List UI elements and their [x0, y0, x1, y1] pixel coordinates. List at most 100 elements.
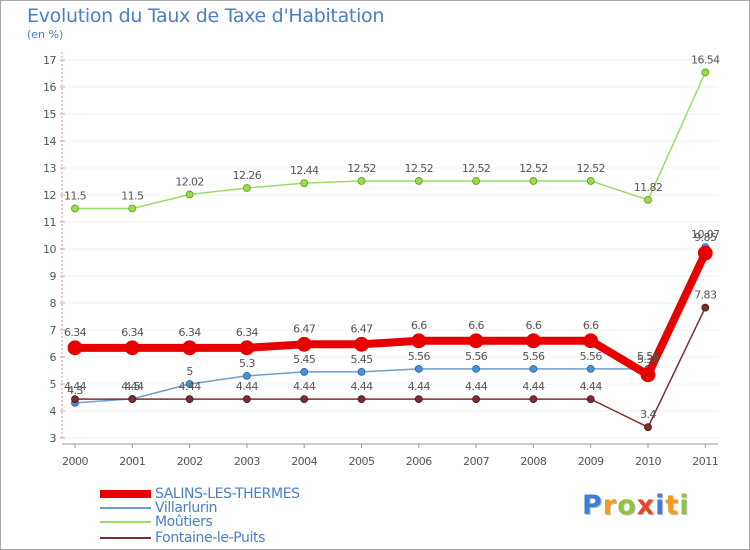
- data-label: 4.44: [121, 380, 144, 393]
- data-point: [242, 395, 251, 404]
- data-label: 12.02: [175, 175, 204, 188]
- data-label: 6.6: [468, 319, 484, 332]
- data-label: 6.34: [64, 326, 87, 339]
- data-label: 9.85: [694, 231, 717, 244]
- data-point: [586, 364, 595, 373]
- logo-letter: o: [617, 490, 637, 521]
- y-tick-label: 11: [43, 216, 56, 229]
- y-tick-label: 10: [43, 243, 56, 256]
- x-tick-label: 2003: [234, 455, 260, 468]
- data-label: 12.52: [462, 162, 491, 175]
- chart-title: Evolution du Taux de Taxe d'Habitation: [27, 5, 385, 27]
- data-point: [357, 395, 366, 404]
- legend-item-fontaine: Fontaine-le-Puits: [100, 530, 265, 546]
- legend-item-moutiers: Moûtiers: [100, 514, 213, 530]
- data-label: 6.6: [526, 319, 542, 332]
- data-label: 6.47: [350, 322, 373, 335]
- legend-swatch-fontaine: [100, 537, 151, 539]
- data-label: 4.44: [408, 380, 431, 393]
- y-tick-label: 5: [50, 378, 57, 391]
- data-label: 12.44: [290, 164, 319, 177]
- data-point: [296, 336, 312, 352]
- y-tick-label: 14: [43, 135, 56, 148]
- x-tick-label: 2006: [406, 455, 432, 468]
- data-point: [644, 423, 652, 432]
- x-tick-label: 2000: [62, 455, 88, 468]
- data-label: 5.56: [637, 350, 660, 363]
- data-point: [701, 68, 710, 77]
- data-label: 4.44: [236, 380, 259, 393]
- data-label: 16.54: [691, 53, 720, 66]
- data-point: [185, 190, 194, 199]
- legend-swatch-salins: [100, 490, 151, 498]
- y-tick-label: 9: [50, 270, 57, 283]
- data-point: [640, 367, 656, 383]
- x-tick-label: 2007: [463, 455, 489, 468]
- series-line: [75, 72, 706, 210]
- data-label: 5.56: [580, 350, 603, 363]
- data-point: [701, 303, 710, 312]
- x-tick-label: 2001: [119, 455, 145, 468]
- logo-letter: P: [582, 490, 603, 521]
- y-tick-label: 8: [50, 297, 57, 310]
- data-point: [67, 340, 83, 356]
- data-point: [128, 204, 137, 213]
- data-point: [239, 340, 255, 356]
- data-label: 4.3: [67, 384, 83, 397]
- data-label: 12.52: [405, 162, 434, 175]
- data-label: 3.4: [640, 408, 656, 421]
- data-point: [468, 333, 484, 349]
- legend-label-villarlurin: Villarlurin: [155, 500, 218, 516]
- x-tick-label: 2004: [291, 455, 317, 468]
- x-tick-label: 2009: [578, 455, 604, 468]
- data-point: [414, 177, 423, 185]
- data-point: [300, 179, 309, 188]
- y-tick-label: 4: [50, 405, 57, 418]
- x-tick-label: 2002: [177, 455, 203, 468]
- legend-label-salins: SALINS-LES-THERMES: [155, 486, 300, 502]
- data-label: 4.44: [350, 380, 373, 393]
- legend-label-fontaine: Fontaine-le-Puits: [155, 530, 265, 546]
- data-point: [472, 395, 481, 404]
- data-point: [472, 364, 481, 373]
- x-tick-label: 2010: [635, 455, 661, 468]
- legend-label-moutiers: Moûtiers: [155, 514, 213, 530]
- data-label: 4.44: [580, 380, 603, 393]
- y-tick-label: 17: [43, 54, 56, 67]
- data-point: [182, 340, 198, 356]
- data-label: 6.6: [583, 319, 599, 332]
- y-tick-label: 15: [43, 108, 56, 121]
- x-tick-label: 2011: [692, 455, 718, 468]
- data-label: 12.52: [519, 162, 548, 175]
- x-tick-label: 2005: [349, 455, 375, 468]
- legend-swatch-villarlurin: [100, 507, 151, 509]
- logo-letter: r: [602, 490, 618, 521]
- data-label: 10.07: [691, 228, 720, 241]
- data-point: [354, 336, 369, 352]
- data-point: [414, 395, 423, 404]
- y-tick-label: 16: [43, 81, 56, 94]
- data-point: [128, 395, 137, 404]
- data-point: [242, 184, 251, 192]
- y-tick-label: 13: [43, 162, 56, 175]
- data-point: [586, 395, 595, 404]
- data-label: 5.3: [239, 357, 255, 370]
- data-label: 6.34: [179, 326, 202, 339]
- data-label: 12.52: [576, 162, 605, 175]
- data-point: [357, 177, 366, 185]
- data-label: 11.5: [64, 190, 87, 203]
- data-label: 4.5: [124, 380, 140, 393]
- data-point: [242, 371, 251, 380]
- data-label: 7.83: [694, 289, 717, 302]
- data-label: 6.34: [121, 326, 144, 339]
- data-label: 12.52: [347, 162, 376, 175]
- data-label: 4.44: [293, 380, 316, 393]
- x-tick-label: 2008: [520, 455, 546, 468]
- data-label: 6.47: [293, 322, 316, 335]
- y-tick-label: 3: [50, 432, 57, 445]
- series-line: [75, 251, 709, 379]
- data-point: [697, 245, 713, 261]
- data-point: [357, 367, 366, 376]
- logo-letter: i: [655, 490, 666, 521]
